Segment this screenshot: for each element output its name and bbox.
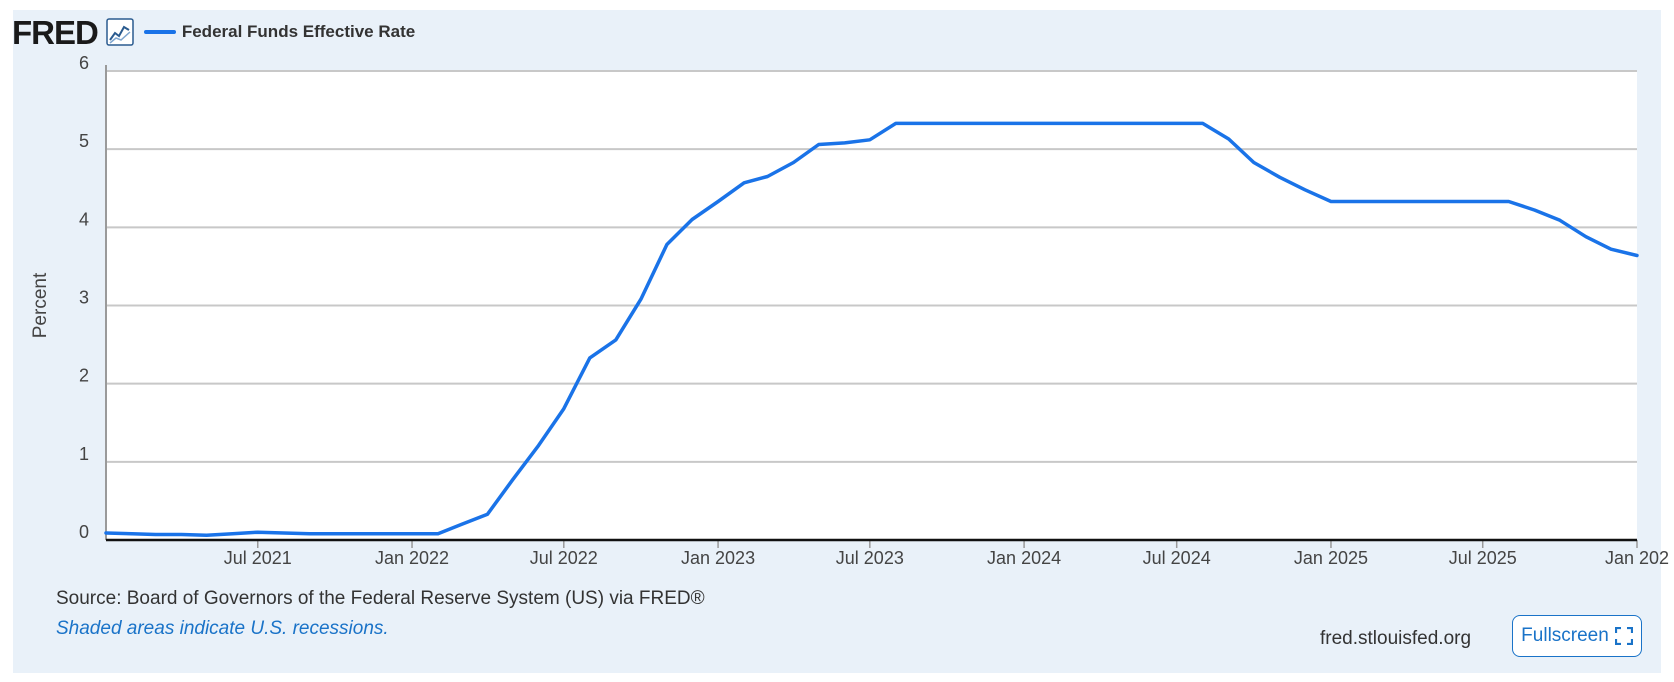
legend-label: Federal Funds Effective Rate	[181, 22, 416, 41]
line-chart-icon[interactable]	[106, 18, 134, 46]
y-tick-label: 2	[79, 366, 89, 386]
recession-note: Shaded areas indicate U.S. recessions.	[56, 618, 389, 639]
y-tick-label: 4	[79, 209, 89, 229]
legend: Federal Funds Effective Rate	[143, 22, 416, 42]
x-tick-label: Jan 202	[1605, 548, 1669, 568]
fullscreen-button[interactable]: Fullscreen	[1512, 615, 1642, 657]
chart-header: FRED Federal Funds Effective Rate	[12, 10, 415, 54]
source-note: Source: Board of Governors of the Federa…	[56, 588, 705, 609]
x-tick-label: Jan 2022	[375, 548, 449, 568]
series-line[interactable]	[104, 121, 1639, 538]
gridlines	[106, 70, 1637, 463]
y-tick-label: 6	[79, 53, 89, 73]
x-tick-label: Jul 2025	[1449, 548, 1517, 568]
x-tick-label: Jul 2024	[1143, 548, 1211, 568]
fullscreen-label: Fullscreen	[1521, 625, 1609, 646]
x-tick-label: Jul 2022	[530, 548, 598, 568]
x-axis: Jul 2021 Jan 2022 Jul 2022 Jan 2023 Jul 2023…	[106, 538, 1669, 568]
y-axis: 0 1 2 3 4 5 6	[79, 53, 107, 542]
y-axis-label: Percent	[30, 272, 51, 338]
y-tick-label: 1	[79, 444, 89, 464]
x-tick-label: Jan 2024	[987, 548, 1061, 568]
x-tick-label: Jan 2025	[1294, 548, 1368, 568]
x-tick-label: Jul 2023	[836, 548, 904, 568]
x-tick-label: Jul 2021	[224, 548, 292, 568]
y-tick-label: 5	[79, 131, 89, 151]
series-group	[104, 121, 1639, 538]
legend-swatch	[143, 30, 176, 34]
y-tick-label: 3	[79, 288, 89, 308]
expand-icon	[1614, 627, 1633, 645]
x-tick-label: Jan 2023	[681, 548, 755, 568]
fred-logo[interactable]: FRED	[12, 13, 99, 51]
site-url[interactable]: fred.stlouisfed.org	[1320, 628, 1472, 649]
y-tick-label: 0	[79, 522, 89, 542]
